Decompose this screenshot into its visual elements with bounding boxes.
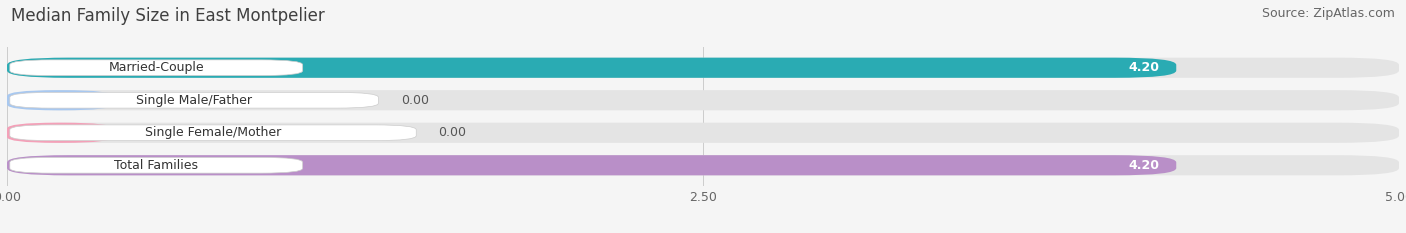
Text: Married-Couple: Married-Couple — [108, 61, 204, 74]
Text: Single Male/Father: Single Male/Father — [136, 94, 252, 107]
FancyBboxPatch shape — [7, 123, 1399, 143]
Text: Total Families: Total Families — [114, 159, 198, 172]
FancyBboxPatch shape — [7, 90, 1399, 110]
FancyBboxPatch shape — [10, 60, 302, 75]
Text: Source: ZipAtlas.com: Source: ZipAtlas.com — [1261, 7, 1395, 20]
FancyBboxPatch shape — [7, 58, 1399, 78]
FancyBboxPatch shape — [7, 90, 112, 110]
Text: 4.20: 4.20 — [1129, 61, 1160, 74]
Text: 0.00: 0.00 — [401, 94, 429, 107]
FancyBboxPatch shape — [7, 123, 112, 143]
FancyBboxPatch shape — [7, 58, 1177, 78]
Text: Single Female/Mother: Single Female/Mother — [145, 126, 281, 139]
FancyBboxPatch shape — [7, 155, 1177, 175]
Text: 0.00: 0.00 — [439, 126, 467, 139]
FancyBboxPatch shape — [10, 92, 378, 108]
FancyBboxPatch shape — [10, 125, 416, 141]
FancyBboxPatch shape — [7, 155, 1399, 175]
FancyBboxPatch shape — [10, 158, 302, 173]
Text: 4.20: 4.20 — [1129, 159, 1160, 172]
Text: Median Family Size in East Montpelier: Median Family Size in East Montpelier — [11, 7, 325, 25]
